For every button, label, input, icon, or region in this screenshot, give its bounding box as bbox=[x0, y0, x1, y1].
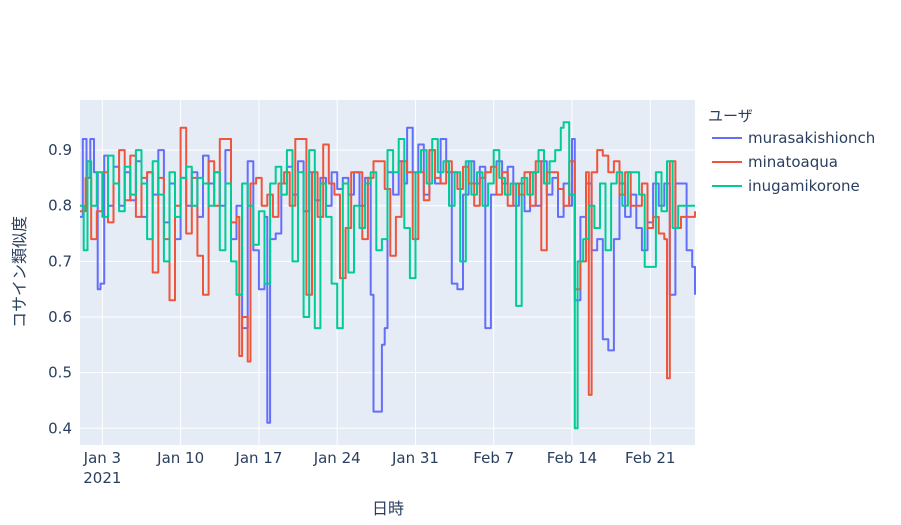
series-line-inugamikorone bbox=[80, 121, 695, 430]
x-tick-sublabel: 2021 bbox=[83, 469, 121, 487]
legend-title: ユーザ bbox=[708, 107, 753, 125]
legend-label-minatoaqua: minatoaqua bbox=[748, 153, 838, 171]
y-tick-label: 0.4 bbox=[48, 419, 72, 437]
x-axis-title: 日時 bbox=[372, 499, 404, 518]
legend: ユーザ murasakishionch minatoaqua inugamikoro… bbox=[708, 107, 875, 195]
y-tick-label: 0.5 bbox=[48, 364, 72, 382]
y-axis-ticks: 0.4 0.5 0.6 0.7 0.8 0.9 bbox=[48, 141, 72, 437]
x-tick-label: Jan 10 bbox=[156, 449, 204, 467]
series-layer bbox=[80, 121, 696, 430]
x-tick-label: Feb 14 bbox=[547, 449, 597, 467]
x-axis-ticks: Jan 3 2021 Jan 10 Jan 17 Jan 24 Jan 31 Feb 7 Fe… bbox=[83, 449, 676, 487]
x-tick-label: Jan 24 bbox=[313, 449, 361, 467]
x-tick-label: Jan 31 bbox=[391, 449, 439, 467]
y-tick-label: 0.9 bbox=[48, 141, 72, 159]
legend-label-murasakishionch: murasakishionch bbox=[748, 129, 875, 147]
y-tick-label: 0.6 bbox=[48, 308, 72, 326]
y-tick-label: 0.8 bbox=[48, 197, 72, 215]
legend-label-inugamikorone: inugamikorone bbox=[748, 177, 860, 195]
x-tick-label: Jan 3 bbox=[83, 449, 121, 467]
x-tick-label: Feb 21 bbox=[625, 449, 675, 467]
y-tick-label: 0.7 bbox=[48, 252, 72, 270]
x-tick-label: Jan 17 bbox=[234, 449, 282, 467]
series-line-minatoaqua bbox=[80, 126, 696, 396]
y-axis-title: コサイン類似度 bbox=[10, 216, 29, 328]
x-tick-label: Feb 7 bbox=[473, 449, 514, 467]
